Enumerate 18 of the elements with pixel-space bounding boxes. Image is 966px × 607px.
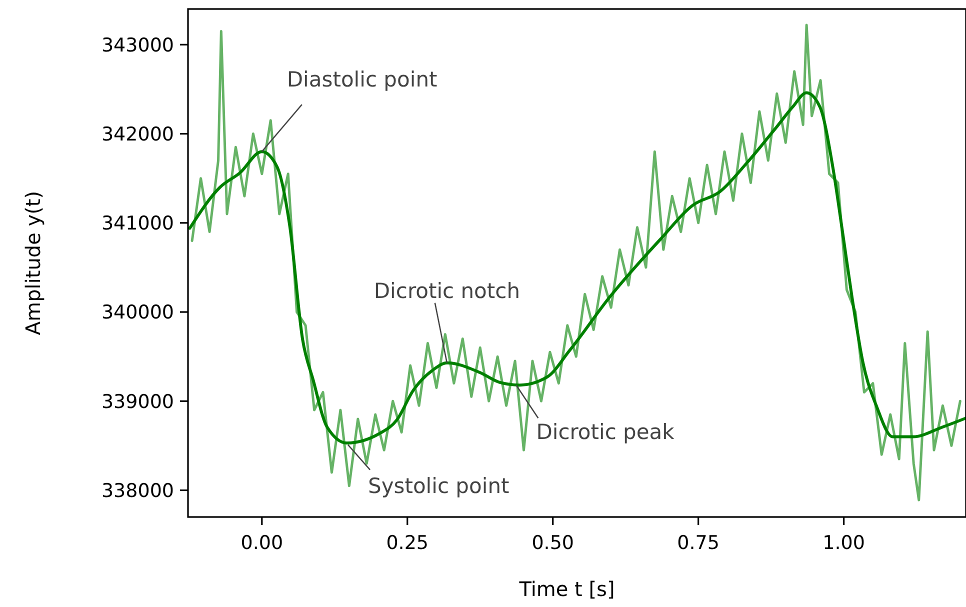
y-tick-label: 339000: [101, 390, 174, 413]
x-tick-label: 0.00: [240, 532, 284, 554]
annotation: Systolic point: [368, 474, 510, 498]
y-tick-label: 343000: [101, 34, 174, 56]
annotation: Diastolic point: [286, 68, 438, 92]
y-tick-label: 342000: [101, 123, 174, 146]
y-tick-label: 340000: [101, 302, 174, 324]
y-axis-title: Amplitude y(t): [21, 190, 45, 336]
annotation: Dicrotic notch: [374, 278, 520, 303]
x-tick-label: 1.00: [822, 532, 865, 554]
x-axis-title: Time t [s]: [518, 577, 615, 601]
x-tick-label: 0.50: [532, 532, 574, 554]
x-tick-label: 0.75: [677, 532, 720, 554]
y-tick-label: 338000: [101, 480, 174, 502]
y-tick-label: 341000: [101, 212, 174, 235]
x-tick-label: 0.25: [386, 532, 429, 554]
annotation: Dicrotic peak: [536, 420, 676, 444]
line-series: [188, 91, 966, 445]
